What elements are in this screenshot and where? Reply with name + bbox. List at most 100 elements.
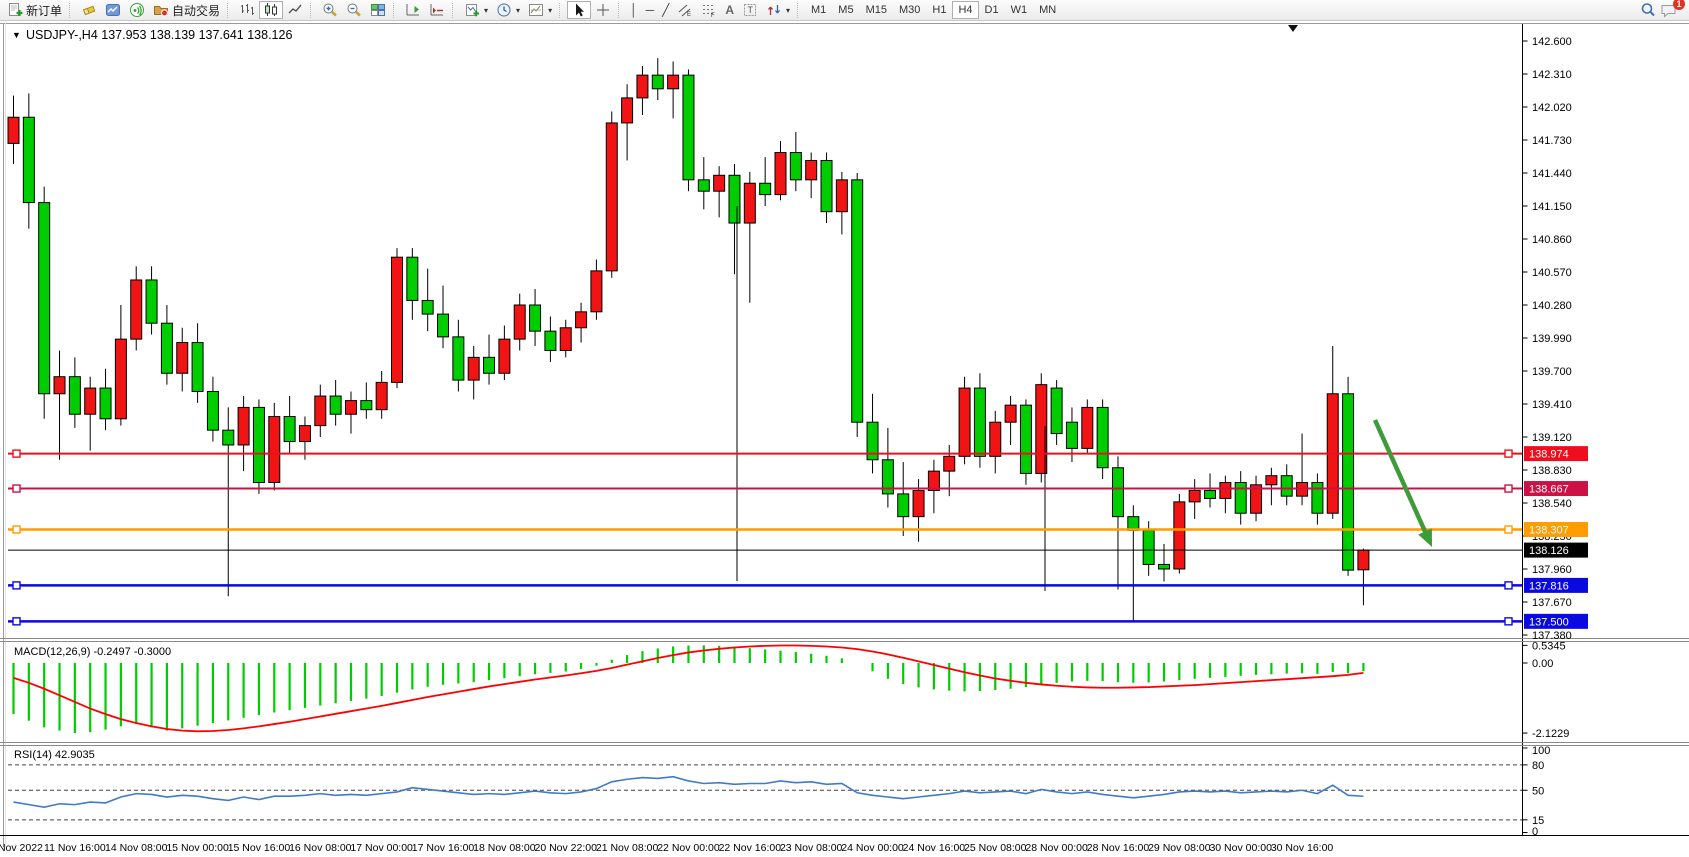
svg-text:15: 15 bbox=[1532, 815, 1544, 827]
arrows-button[interactable]: ▾ bbox=[762, 1, 794, 19]
auto-trading-label: 自动交易 bbox=[172, 3, 221, 18]
notifications-button[interactable]: 1 bbox=[1660, 0, 1685, 18]
svg-text:138.126: 138.126 bbox=[1529, 545, 1569, 557]
fibonacci-button[interactable]: F bbox=[697, 1, 721, 19]
signal-button[interactable] bbox=[125, 1, 149, 19]
timeframe-h4[interactable]: H4 bbox=[952, 1, 979, 19]
price-axis: 142.600 142.310 142.020 141.730 141.440 141.1… bbox=[1522, 36, 1572, 642]
chart-shift-marker bbox=[1288, 25, 1298, 32]
cursor-icon bbox=[576, 3, 585, 17]
macd-label: MACD(12,26,9) -0.2497 -0.3000 bbox=[14, 646, 171, 658]
timeframe-d1[interactable]: D1 bbox=[979, 1, 1005, 19]
svg-text:17 Nov 16:00: 17 Nov 16:00 bbox=[412, 842, 475, 854]
svg-text:11 Nov 2022: 11 Nov 2022 bbox=[0, 842, 43, 854]
hline-objects[interactable] bbox=[8, 449, 1522, 626]
svg-text:138.540: 138.540 bbox=[1532, 498, 1572, 510]
svg-text:29 Nov 08:00: 29 Nov 08:00 bbox=[1148, 842, 1211, 854]
svg-text:21 Nov 08:00: 21 Nov 08:00 bbox=[596, 842, 659, 854]
trend-arrow-annotation[interactable] bbox=[1372, 419, 1432, 547]
svg-text:F: F bbox=[711, 13, 715, 18]
timeframe-m30[interactable]: M30 bbox=[893, 1, 926, 19]
crosshair-icon bbox=[597, 4, 610, 16]
svg-text:137.380: 137.380 bbox=[1532, 630, 1572, 642]
toolbar-separator bbox=[69, 2, 74, 18]
candlestick-icon bbox=[265, 3, 278, 16]
auto-trading-button[interactable]: 自动交易 bbox=[149, 1, 224, 19]
crosshair-button[interactable] bbox=[591, 1, 615, 19]
svg-text:137.960: 137.960 bbox=[1532, 564, 1572, 576]
template-icon bbox=[529, 4, 544, 16]
eraser-button[interactable] bbox=[77, 1, 101, 19]
tile-windows-button[interactable] bbox=[366, 1, 390, 19]
clock-icon bbox=[497, 3, 511, 17]
text-label-button[interactable]: T bbox=[738, 1, 762, 19]
chart-shift-icon bbox=[406, 4, 420, 16]
timeframe-w1[interactable]: W1 bbox=[1005, 1, 1034, 19]
eraser-icon bbox=[82, 5, 96, 16]
dropdown-caret: ▾ bbox=[516, 5, 521, 15]
search-button[interactable] bbox=[1636, 1, 1660, 19]
svg-text:0.00: 0.00 bbox=[1532, 658, 1553, 670]
auto-trading-icon bbox=[154, 6, 169, 17]
new-order-button[interactable]: 新订单 bbox=[3, 1, 66, 19]
auto-scroll-button[interactable] bbox=[425, 1, 449, 19]
svg-text:25 Nov 08:00: 25 Nov 08:00 bbox=[964, 842, 1027, 854]
timeframe-m1[interactable]: M1 bbox=[805, 1, 832, 19]
chart-canvas[interactable]: 142.600 142.310 142.020 141.730 141.440 141.1… bbox=[0, 21, 1689, 857]
svg-text:140.860: 140.860 bbox=[1532, 234, 1572, 246]
svg-text:137.500: 137.500 bbox=[1529, 616, 1569, 628]
trendline-button[interactable]: ╱ bbox=[658, 1, 673, 19]
channel-button[interactable]: E bbox=[673, 1, 697, 19]
svg-text:28 Nov 16:00: 28 Nov 16:00 bbox=[1087, 842, 1150, 854]
add-indicator-button[interactable]: ▾ bbox=[460, 1, 492, 19]
template-button[interactable]: ▾ bbox=[524, 1, 556, 19]
svg-text:139.700: 139.700 bbox=[1532, 366, 1572, 378]
rsi-label: RSI(14) 42.9035 bbox=[14, 749, 95, 761]
toolbar-separator bbox=[227, 2, 232, 18]
svg-text:23 Nov 08:00: 23 Nov 08:00 bbox=[780, 842, 843, 854]
chart-background bbox=[0, 21, 1689, 857]
svg-text:100: 100 bbox=[1532, 745, 1550, 757]
line-chart-button[interactable] bbox=[283, 1, 307, 19]
bar-chart-button[interactable] bbox=[235, 1, 259, 19]
svg-text:139.120: 139.120 bbox=[1532, 432, 1572, 444]
svg-text:80: 80 bbox=[1532, 760, 1544, 772]
svg-text:142.600: 142.600 bbox=[1532, 36, 1572, 48]
svg-text:▼: ▼ bbox=[12, 30, 21, 40]
timeframe-m5[interactable]: M5 bbox=[832, 1, 859, 19]
svg-text:50: 50 bbox=[1532, 785, 1544, 797]
svg-text:15 Nov 00:00: 15 Nov 00:00 bbox=[166, 842, 229, 854]
svg-text:18 Nov 08:00: 18 Nov 08:00 bbox=[473, 842, 536, 854]
signal-icon bbox=[130, 3, 145, 17]
svg-text:139.990: 139.990 bbox=[1532, 333, 1572, 345]
add-indicator-icon bbox=[466, 4, 480, 17]
chart-shift-button[interactable] bbox=[401, 1, 425, 19]
timeframe-mn[interactable]: MN bbox=[1033, 1, 1062, 19]
toolbar-separator bbox=[618, 2, 623, 18]
period-button[interactable]: ▾ bbox=[492, 1, 524, 19]
timeframe-h1[interactable]: H1 bbox=[926, 1, 952, 19]
svg-text:140.280: 140.280 bbox=[1532, 300, 1572, 312]
timeframe-m15[interactable]: M15 bbox=[860, 1, 893, 19]
horizontal-line-icon: ─ bbox=[645, 3, 655, 17]
text-button[interactable]: A bbox=[721, 1, 738, 19]
line-chart-icon bbox=[288, 4, 302, 14]
candlestick-chart-button[interactable] bbox=[259, 1, 284, 19]
svg-text:28 Nov 00:00: 28 Nov 00:00 bbox=[1025, 842, 1088, 854]
horizontal-line-button[interactable]: ─ bbox=[642, 1, 659, 19]
vertical-line-button[interactable]: │ bbox=[626, 1, 642, 19]
svg-text:24 Nov 16:00: 24 Nov 16:00 bbox=[903, 842, 966, 854]
publish-button[interactable] bbox=[101, 1, 125, 19]
dropdown-caret: ▾ bbox=[786, 5, 791, 15]
zoom-out-button[interactable] bbox=[342, 1, 366, 19]
svg-text:138.974: 138.974 bbox=[1529, 449, 1569, 461]
svg-text:0.5345: 0.5345 bbox=[1532, 640, 1566, 652]
svg-text:22 Nov 16:00: 22 Nov 16:00 bbox=[719, 842, 782, 854]
cursor-button[interactable] bbox=[567, 1, 592, 19]
rsi-panel: 100 80 50 150 RSI(14) 42.9035 bbox=[8, 745, 1550, 838]
svg-text:141.440: 141.440 bbox=[1532, 168, 1572, 180]
zoom-in-button[interactable] bbox=[318, 1, 342, 19]
svg-text:137.816: 137.816 bbox=[1529, 580, 1569, 592]
macd-panel: 0.5345 0.00 -2.1229 MACD(12,26,9) -0.2497 -… bbox=[12, 640, 1569, 740]
